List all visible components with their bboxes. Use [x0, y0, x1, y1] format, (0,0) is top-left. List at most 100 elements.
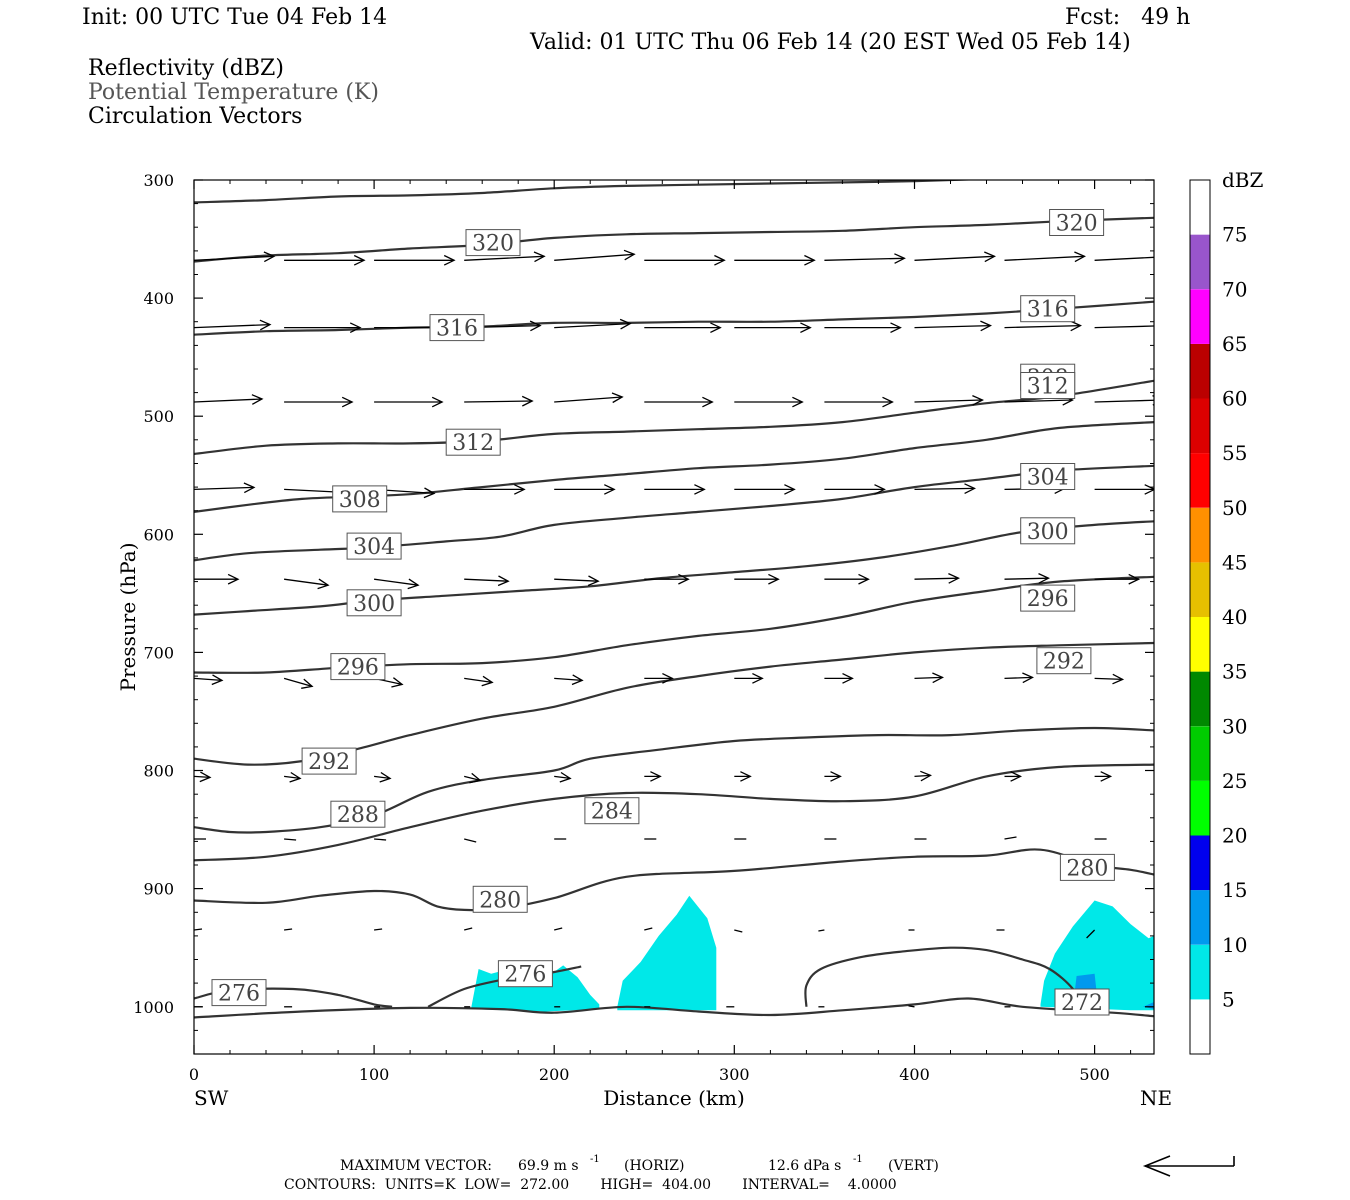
vector-head: [1164, 252, 1174, 262]
max-vector-horiz-tag: (HORIZ): [624, 1159, 684, 1173]
y-axis-title: Pressure (hPa): [116, 543, 140, 692]
circulation-vector: [284, 397, 352, 407]
vector-shaft: [194, 325, 270, 328]
vector-shaft: [1095, 678, 1123, 679]
circulation-vector: [194, 252, 274, 262]
circulation-vector: [194, 675, 222, 685]
circulation-vector: [734, 485, 794, 495]
circulation-vector: [644, 397, 712, 407]
x-tick-label: 400: [899, 1065, 930, 1084]
circulation-vector: [734, 574, 778, 584]
y-tick-label: 400: [143, 289, 174, 308]
vector-shaft: [374, 839, 386, 840]
circulation-vector: [1005, 673, 1033, 683]
colorbar-segment: [1190, 562, 1210, 617]
x-tick-label: 300: [719, 1065, 750, 1084]
y-tick-label: 500: [143, 407, 174, 426]
circulation-vector: [824, 254, 904, 263]
colorbar-segment: [1190, 235, 1210, 290]
vector-shaft: [915, 326, 991, 328]
circulation-vector: [734, 256, 814, 266]
colorbar-level-label: 35: [1222, 660, 1247, 684]
colorbar-level-label: 25: [1222, 769, 1247, 793]
vector-shaft: [464, 401, 532, 402]
circulation-vector: [464, 839, 476, 842]
contour-label-284: 284: [591, 800, 633, 825]
contour-label-276: 276: [504, 963, 546, 988]
vector-shaft: [915, 578, 959, 579]
max-vector-horiz-exp: -1: [590, 1155, 600, 1165]
contour-label-272: 272: [1061, 991, 1103, 1016]
vector-shaft: [464, 928, 472, 930]
circulation-vector: [284, 256, 364, 266]
theta-contour-312: [194, 381, 1154, 454]
x-tick-label: 0: [189, 1065, 199, 1084]
y-tick-label: 1000: [133, 998, 174, 1017]
x-tick-label: 200: [539, 1065, 570, 1084]
circulation-vector: [374, 773, 390, 783]
x-end-label-right: NE: [1140, 1086, 1172, 1110]
theta-contour-316: [194, 302, 1154, 335]
circulation-vector: [194, 395, 262, 405]
colorbar-segment: [1190, 836, 1210, 891]
contour-label-312: 312: [452, 431, 494, 456]
vector-shaft: [554, 254, 634, 260]
vector-shaft: [824, 258, 904, 260]
circulation-vector: [194, 483, 254, 493]
circulation-vector: [284, 678, 312, 688]
circulation-vector: [1095, 574, 1139, 584]
circulation-vector: [284, 839, 296, 840]
circulation-vector: [1005, 252, 1085, 262]
x-end-label-left: SW: [194, 1086, 229, 1110]
colorbar-segment: [1190, 453, 1210, 508]
circulation-vector: [1005, 837, 1017, 839]
y-tick-label: 800: [143, 762, 174, 781]
vector-shaft: [734, 930, 742, 932]
colorbar-segment: [1190, 999, 1210, 1054]
circulation-vector: [194, 320, 270, 330]
circulation-vector: [374, 579, 418, 589]
max-vector-label: MAXIMUM VECTOR:: [340, 1159, 492, 1173]
vector-shaft: [284, 839, 296, 840]
circulation-vector: [464, 396, 532, 406]
circulation-vector: [374, 256, 454, 266]
circulation-vector: [734, 323, 810, 333]
circulation-vector: [1095, 252, 1175, 262]
circulation-vector: [644, 485, 704, 495]
vector-shaft: [1095, 256, 1175, 260]
vector-shaft: [554, 928, 562, 930]
contour-label-292: 292: [308, 750, 350, 775]
colorbar-segment: [1190, 508, 1210, 563]
vector-shaft: [464, 839, 476, 842]
contour-label-304: 304: [1027, 466, 1069, 491]
circulation-vector: [824, 323, 900, 333]
x-tick-label: 500: [1079, 1065, 1110, 1084]
circulation-vector: [915, 574, 959, 584]
vector-shaft: [194, 399, 262, 402]
circulation-vector: [374, 929, 382, 930]
colorbar-unit: dBZ: [1222, 168, 1264, 192]
colorbar-level-label: 40: [1222, 605, 1247, 629]
reflectivity-area: [617, 896, 716, 1011]
vector-shaft: [915, 400, 983, 402]
circulation-vector: [374, 397, 442, 407]
circulation-vector: [909, 1006, 915, 1007]
circulation-vector: [915, 673, 943, 683]
circulation-vector: [734, 674, 762, 684]
colorbar-segment: [1190, 781, 1210, 836]
theta-contour-320: [194, 218, 1154, 262]
vector-shaft: [554, 397, 622, 402]
circulation-vector: [554, 250, 634, 260]
theta-contour-272: [805, 948, 1080, 1007]
contour-label-288: 288: [337, 803, 379, 828]
circulation-vector: [1005, 574, 1049, 584]
circulation-vector: [194, 929, 202, 930]
contour-label-300: 300: [1027, 520, 1069, 545]
y-tick-label: 700: [143, 643, 174, 662]
colorbar-level-label: 10: [1222, 933, 1247, 957]
circulation-vector: [734, 930, 742, 932]
colorbar-level-label: 75: [1222, 223, 1247, 247]
contour-label-292: 292: [1043, 650, 1085, 675]
colorbar-segment: [1190, 180, 1210, 235]
circulation-vector: [824, 772, 840, 782]
